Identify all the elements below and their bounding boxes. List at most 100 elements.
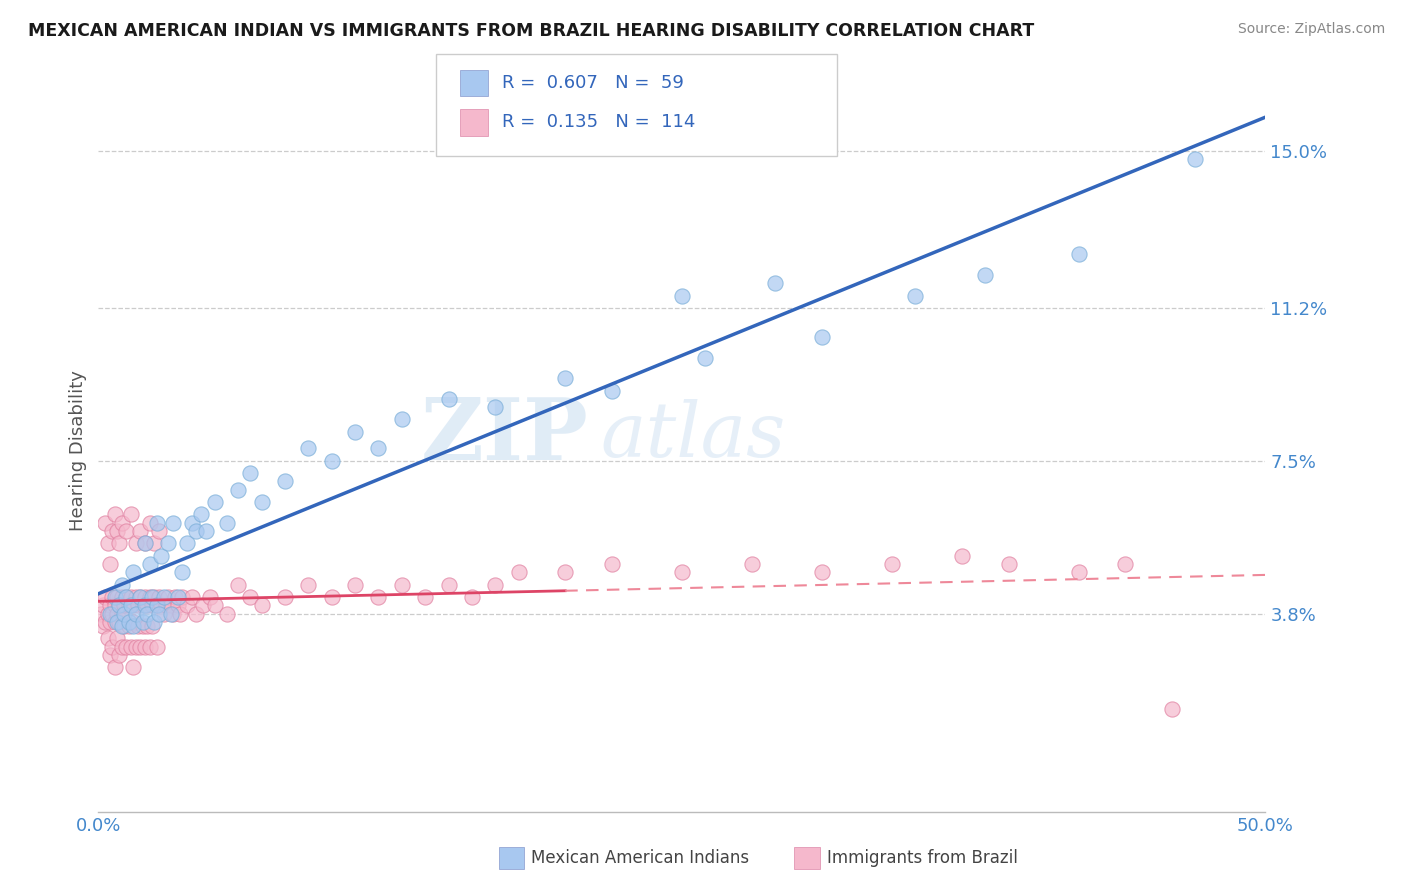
Point (134, 599, 156, 613)
Point (274, 590, 297, 604)
Point (129, 590, 152, 604)
Text: atlas: atlas (600, 399, 786, 473)
Point (94, 516, 117, 530)
Point (98, 615, 121, 629)
Point (176, 599, 198, 613)
Point (134, 536, 156, 550)
Point (150, 599, 173, 613)
Point (122, 599, 145, 613)
Point (152, 590, 174, 604)
Point (193, 599, 215, 613)
Point (120, 590, 142, 604)
Point (105, 607, 128, 621)
Point (250, 495, 273, 509)
Point (600, 384, 623, 398)
Point (250, 599, 273, 613)
Point (141, 619, 163, 633)
Point (136, 619, 159, 633)
Point (125, 640, 148, 654)
Point (159, 607, 181, 621)
Point (904, 288, 927, 302)
Point (297, 442, 319, 456)
Point (165, 590, 187, 604)
Text: Immigrants from Brazil: Immigrants from Brazil (827, 849, 1018, 867)
Point (194, 524, 217, 538)
Point (741, 557, 763, 571)
Point (108, 599, 131, 613)
Point (104, 660, 127, 674)
Point (98, 557, 121, 571)
Point (134, 590, 156, 604)
Point (180, 590, 202, 604)
Text: ZIP: ZIP (420, 394, 589, 478)
Point (152, 607, 174, 621)
Text: Source: ZipAtlas.com: Source: ZipAtlas.com (1237, 22, 1385, 37)
Point (997, 557, 1019, 571)
Point (146, 516, 169, 530)
Point (1161, 701, 1184, 715)
Point (172, 590, 194, 604)
Point (437, 577, 460, 591)
Point (1114, 557, 1136, 571)
Point (143, 590, 166, 604)
Point (763, 277, 786, 291)
Point (139, 557, 162, 571)
Point (98, 599, 121, 613)
Point (508, 566, 530, 580)
Point (129, 524, 152, 538)
Point (115, 640, 138, 654)
Point (94, 615, 117, 629)
Point (120, 599, 142, 613)
Point (162, 516, 184, 530)
Point (125, 590, 148, 604)
Point (104, 508, 127, 522)
Point (950, 549, 973, 563)
Point (127, 619, 149, 633)
Point (139, 640, 162, 654)
Point (105, 590, 128, 604)
Point (274, 475, 297, 489)
Point (120, 640, 142, 654)
Point (143, 615, 166, 629)
Point (129, 590, 152, 604)
Point (115, 524, 138, 538)
Point (101, 607, 124, 621)
Point (122, 619, 145, 633)
Point (118, 599, 141, 613)
Point (108, 599, 131, 613)
Point (1067, 247, 1090, 261)
Point (344, 425, 367, 439)
Point (108, 615, 131, 629)
Point (122, 615, 145, 629)
Point (122, 660, 145, 674)
Point (118, 615, 141, 629)
Point (671, 566, 693, 580)
Point (101, 524, 124, 538)
Point (391, 577, 413, 591)
Point (98, 607, 121, 621)
Point (104, 599, 127, 613)
Point (94, 590, 117, 604)
Point (228, 577, 250, 591)
Point (134, 536, 156, 550)
Point (148, 607, 170, 621)
Point (176, 536, 198, 550)
Point (321, 454, 343, 468)
Point (105, 632, 128, 646)
Point (297, 577, 319, 591)
Point (155, 599, 177, 613)
Point (200, 590, 222, 604)
Point (215, 516, 238, 530)
Point (108, 648, 131, 662)
Point (115, 590, 138, 604)
Point (600, 557, 623, 571)
Point (111, 640, 134, 654)
Point (880, 557, 903, 571)
Point (811, 330, 834, 344)
Point (344, 577, 367, 591)
Point (157, 536, 180, 550)
Point (148, 524, 170, 538)
Point (139, 516, 162, 530)
Point (180, 516, 202, 530)
Point (484, 400, 506, 414)
